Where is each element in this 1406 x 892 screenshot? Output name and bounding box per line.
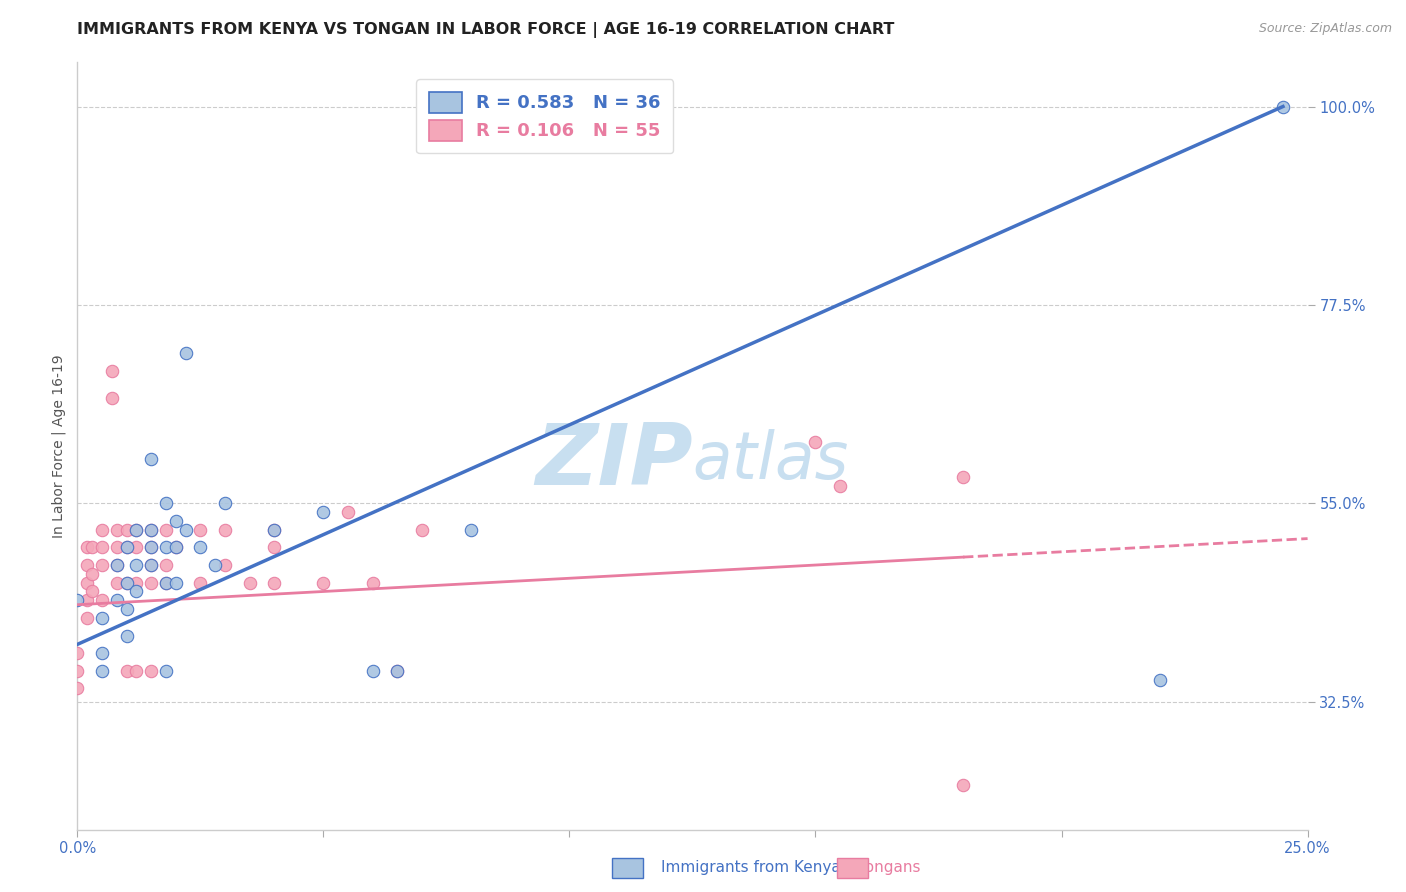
- Point: [460, 523, 482, 537]
- Point: [90, 558, 114, 572]
- Point: [115, 575, 138, 590]
- Point: [101, 364, 124, 378]
- Point: [115, 523, 138, 537]
- Point: [337, 505, 360, 519]
- Point: [105, 558, 128, 572]
- Point: [105, 523, 128, 537]
- Point: [312, 505, 335, 519]
- Point: [76, 575, 98, 590]
- Point: [1149, 673, 1171, 687]
- Point: [76, 541, 98, 555]
- Point: [90, 646, 114, 660]
- Legend: R = 0.583   N = 36, R = 0.106   N = 55: R = 0.583 N = 36, R = 0.106 N = 55: [416, 79, 673, 153]
- Point: [76, 558, 98, 572]
- Point: [312, 575, 335, 590]
- Point: [90, 541, 114, 555]
- Point: [141, 664, 163, 678]
- Point: [125, 664, 148, 678]
- Text: atlas: atlas: [693, 429, 849, 493]
- Point: [76, 593, 98, 607]
- Point: [155, 523, 177, 537]
- Point: [830, 478, 852, 492]
- Point: [361, 575, 384, 590]
- Point: [141, 575, 163, 590]
- Point: [952, 779, 974, 793]
- Point: [82, 566, 104, 581]
- Point: [204, 558, 226, 572]
- Point: [141, 558, 163, 572]
- Point: [115, 664, 138, 678]
- Point: [239, 575, 262, 590]
- Point: [125, 523, 148, 537]
- Point: [101, 391, 124, 405]
- Point: [165, 541, 187, 555]
- Point: [141, 541, 163, 555]
- Point: [66, 593, 89, 607]
- Point: [165, 514, 187, 528]
- Point: [155, 575, 177, 590]
- Point: [125, 575, 148, 590]
- Point: [165, 575, 187, 590]
- Point: [952, 470, 974, 484]
- Point: [214, 496, 236, 510]
- Text: Immigrants from Kenya: Immigrants from Kenya: [661, 860, 841, 874]
- Point: [90, 664, 114, 678]
- Point: [174, 346, 197, 360]
- Point: [90, 593, 114, 607]
- Point: [82, 541, 104, 555]
- Point: [115, 541, 138, 555]
- Point: [115, 629, 138, 643]
- Point: [115, 541, 138, 555]
- Text: Source: ZipAtlas.com: Source: ZipAtlas.com: [1258, 22, 1392, 36]
- Point: [90, 523, 114, 537]
- Point: [155, 541, 177, 555]
- Point: [263, 575, 285, 590]
- Point: [155, 575, 177, 590]
- Point: [76, 611, 98, 625]
- Point: [141, 523, 163, 537]
- Text: Tongans: Tongans: [858, 860, 920, 874]
- Point: [105, 541, 128, 555]
- Point: [263, 541, 285, 555]
- Point: [82, 584, 104, 599]
- Point: [66, 681, 89, 696]
- Point: [804, 434, 827, 449]
- Point: [1272, 99, 1295, 113]
- Point: [188, 541, 212, 555]
- Point: [125, 584, 148, 599]
- Point: [263, 523, 285, 537]
- Point: [174, 523, 197, 537]
- Text: ZIP: ZIP: [534, 420, 693, 503]
- Point: [155, 664, 177, 678]
- Point: [115, 575, 138, 590]
- Y-axis label: In Labor Force | Age 16-19: In Labor Force | Age 16-19: [52, 354, 66, 538]
- Point: [411, 523, 433, 537]
- Point: [105, 593, 128, 607]
- Point: [125, 558, 148, 572]
- Text: IMMIGRANTS FROM KENYA VS TONGAN IN LABOR FORCE | AGE 16-19 CORRELATION CHART: IMMIGRANTS FROM KENYA VS TONGAN IN LABOR…: [77, 22, 894, 38]
- Point: [188, 523, 212, 537]
- Point: [105, 575, 128, 590]
- Point: [66, 664, 89, 678]
- Point: [155, 496, 177, 510]
- Point: [141, 541, 163, 555]
- Point: [141, 452, 163, 467]
- Point: [361, 664, 384, 678]
- Point: [214, 523, 236, 537]
- Point: [263, 523, 285, 537]
- Point: [115, 602, 138, 616]
- Point: [214, 558, 236, 572]
- Point: [141, 558, 163, 572]
- Point: [188, 575, 212, 590]
- Point: [66, 646, 89, 660]
- Point: [385, 664, 409, 678]
- Point: [165, 541, 187, 555]
- Point: [90, 611, 114, 625]
- Point: [125, 541, 148, 555]
- Point: [385, 664, 409, 678]
- Point: [155, 558, 177, 572]
- Point: [125, 523, 148, 537]
- Point: [105, 558, 128, 572]
- Point: [141, 523, 163, 537]
